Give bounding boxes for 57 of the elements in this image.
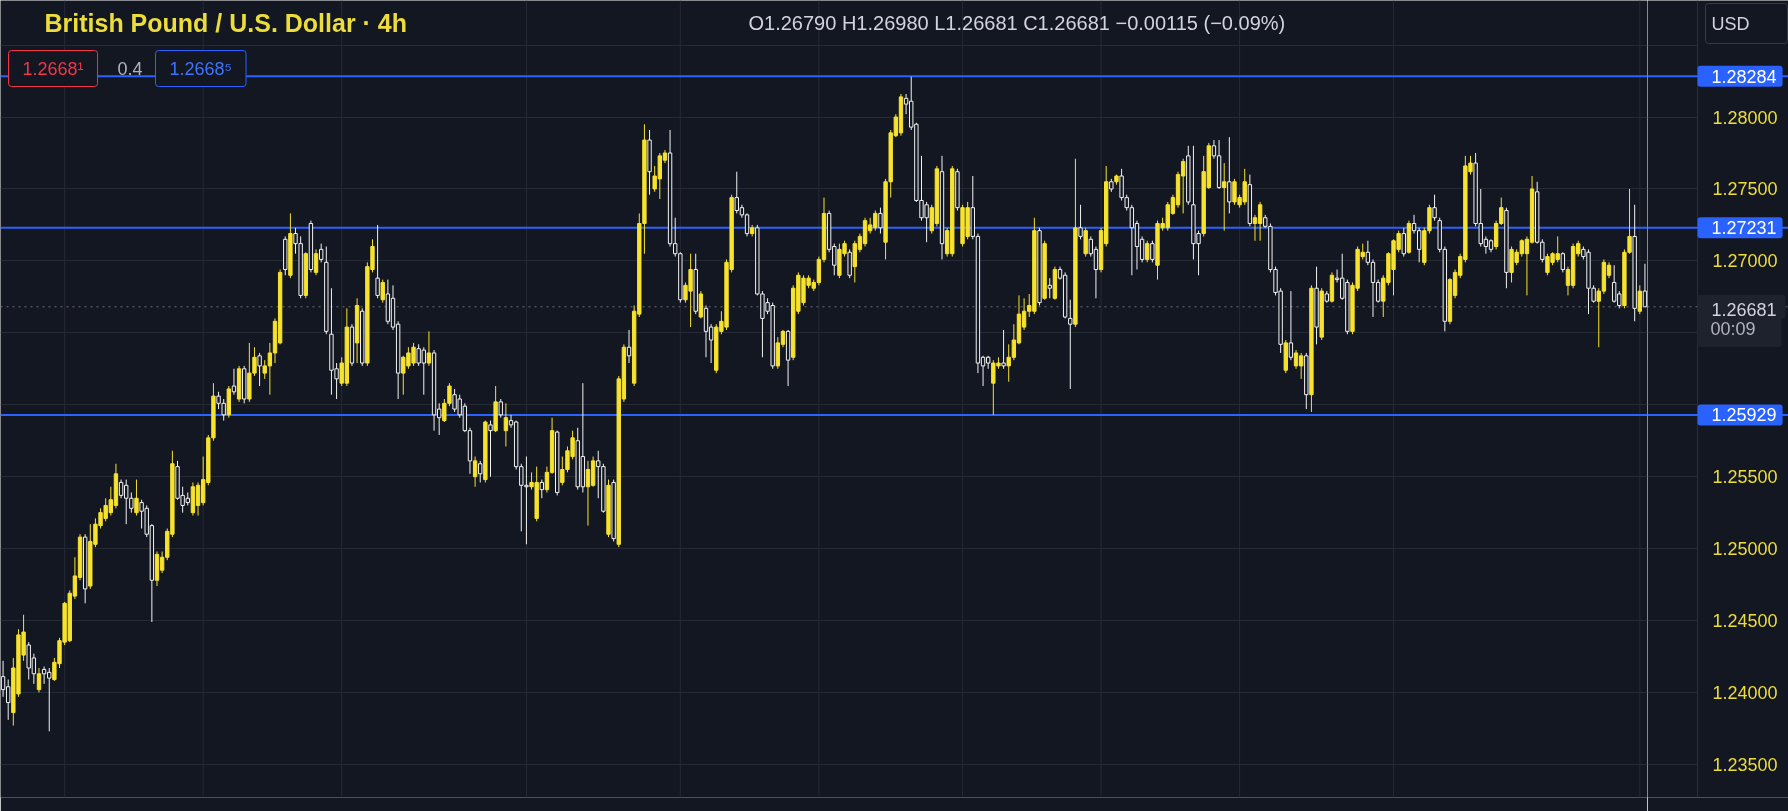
chart-title: British Pound / U.S. Dollar · 4h [44,8,408,37]
candlestick [134,479,139,517]
y-tick-label: 1.24500 [1712,611,1778,632]
candlestick [1432,194,1437,222]
candlestick [36,667,42,693]
ref-line-label: 1.28284 [1711,66,1777,87]
candlestick [1401,227,1406,258]
candlestick [1150,240,1155,263]
y-tick-label: 1.25000 [1712,539,1778,560]
candlestick [426,330,432,367]
candlestick [472,456,478,488]
y-tick-label: 1.25500 [1712,467,1778,488]
candlestick [1145,240,1150,263]
candlestick [539,479,544,499]
candlestick [231,368,237,396]
annotation: 1.2668¹ [22,58,84,79]
candlestick [703,304,709,358]
ref-line-label: 1.25929 [1711,405,1777,426]
candlestick [698,290,704,319]
candlestick [1001,329,1006,370]
text: USD [1711,13,1750,34]
candlestick [1180,158,1186,214]
candlestick [1078,204,1083,240]
candlestick [380,279,385,304]
text: O1.26790 H1.26980 L1.26681 C1.26681 −0.00115 (−0.09%) [748,11,1286,34]
candlestick [318,243,324,263]
candlestick [503,402,509,447]
candlestick [375,224,380,299]
candlestick [257,352,262,387]
y-tick-label: 1.23500 [1712,754,1778,775]
candlestick [1560,251,1566,273]
candlestick [478,460,483,483]
candlestick [847,248,852,279]
candlestick [1298,352,1304,380]
candlestick [313,248,319,276]
candlestick [1257,201,1263,242]
candlestick [1083,227,1088,258]
candlestick [1416,227,1422,263]
annotation: 0.4 [117,59,143,79]
ref-line-label: 1.27231 [1711,218,1777,239]
candlestick [1047,277,1052,299]
candlestick [878,207,883,235]
candlestick [1637,284,1642,315]
candlestick [1068,299,1073,390]
candlestick [1227,136,1232,214]
candlestick [1222,162,1227,232]
candlestick [498,398,503,419]
ref-line-label: 1.26681 [1711,299,1777,320]
candlestick [1288,290,1294,361]
y-tick-label: 1.27500 [1712,179,1778,200]
candlestick [488,420,493,478]
annotation: 1.2668⁵ [169,58,233,79]
y-tick-label: 1.28000 [1712,107,1778,128]
y-tick-label: 1.24000 [1712,682,1778,703]
candlestick [585,460,591,527]
y-tick-label: 1.27000 [1712,251,1778,272]
text: 00:09 [1710,319,1756,339]
